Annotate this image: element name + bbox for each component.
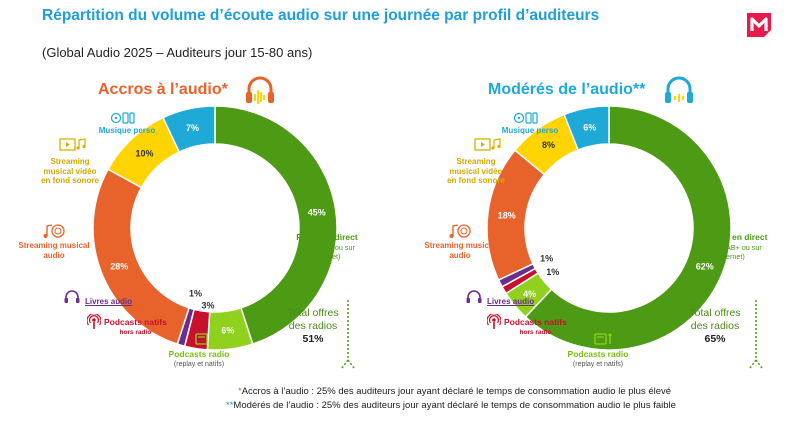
donut-value-label: 1%	[540, 253, 553, 263]
headphones-icon	[665, 76, 693, 103]
donut-value-label: 7%	[186, 123, 199, 133]
label-streaming-video: Streaming musical vidéo en fond sonore	[447, 157, 505, 185]
total-offres-radios: Total offres des radios 65%	[689, 307, 741, 345]
headphones-icon	[64, 290, 80, 303]
donut-slice-radio-direct	[214, 105, 338, 345]
radio-icon	[315, 218, 335, 232]
label-musique-perso: Musique perso	[98, 126, 156, 135]
radio-podcast-icon	[594, 333, 612, 345]
podcast-icon	[487, 314, 501, 329]
video-music-icon	[474, 138, 501, 151]
radio-icon	[708, 214, 728, 228]
donut-value-label: 10%	[135, 148, 153, 158]
donut-value-label: 18%	[498, 211, 516, 221]
donut-value-label: 45%	[308, 207, 326, 217]
video-music-icon	[59, 138, 86, 151]
donut-value-label: 8%	[542, 140, 555, 150]
donut-value-label: 62%	[696, 261, 714, 271]
donut-slice-musique-perso	[162, 105, 216, 153]
radio-podcast-icon	[195, 333, 213, 345]
donut-value-label: 4%	[523, 289, 536, 299]
bracket-line	[749, 300, 763, 369]
label-streaming-musical: Streaming musical audio	[18, 241, 90, 260]
label-radio-direct: Radio en direct (FM/DAB+ ou sur Internet…	[706, 232, 768, 261]
music-streaming-icon	[449, 224, 471, 238]
donut-value-label: 28%	[110, 261, 128, 271]
label-podcasts-radio: Podcasts radio (replay et natifs)	[168, 349, 230, 368]
profile-title-moderes: Modérés de l’audio**	[488, 81, 646, 98]
donut-value-label: 1%	[546, 267, 559, 277]
donut-slice-musique-perso	[563, 105, 610, 151]
total-offres-radios: Total offres des radios 51%	[287, 307, 339, 345]
label-streaming-musical: Streaming musical audio	[424, 241, 496, 260]
devices-icon	[111, 112, 135, 124]
donut-value-label: 6%	[221, 326, 234, 336]
podcast-icon	[87, 314, 101, 329]
label-musique-perso: Musique perso	[501, 126, 559, 135]
page-title: Répartition du volume d’écoute audio sur…	[42, 7, 600, 24]
label-radio-direct: Radio en direct (FM/DAB+ ou sur Internet…	[296, 232, 358, 261]
donut-value-label: 6%	[583, 122, 596, 132]
label-podcasts-radio: Podcasts radio (replay et natifs)	[567, 349, 629, 368]
headphones-icon	[466, 290, 482, 303]
donut-slice-radio-direct	[524, 105, 732, 351]
music-streaming-icon	[43, 224, 65, 238]
brand-logo	[747, 13, 771, 37]
donut-value-label: 3%	[202, 301, 215, 311]
profile-title-accros: Accros à l’audio*	[98, 81, 228, 98]
headphones-icon	[246, 76, 274, 104]
footnote-moderes: **Modérés de l’audio : 25% des auditeurs…	[226, 400, 676, 411]
label-livres-audio: Livres audio	[85, 297, 133, 306]
donut-value-label: 1%	[189, 289, 202, 299]
devices-icon	[514, 112, 538, 124]
footnote-accros: *Accros à l’audio : 25% des auditeurs jo…	[238, 386, 672, 397]
label-livres-audio: Livres audio	[487, 297, 535, 306]
label-podcasts-natifs: Podcasts natifs hors radio	[104, 317, 167, 336]
label-podcasts-natifs: Podcasts natifs hors radio	[504, 317, 567, 336]
page-subtitle: (Global Audio 2025 – Auditeurs jour 15-8…	[42, 45, 313, 60]
label-streaming-video: Streaming musical vidéo en fond sonore	[41, 157, 99, 185]
bracket-line	[341, 300, 355, 369]
